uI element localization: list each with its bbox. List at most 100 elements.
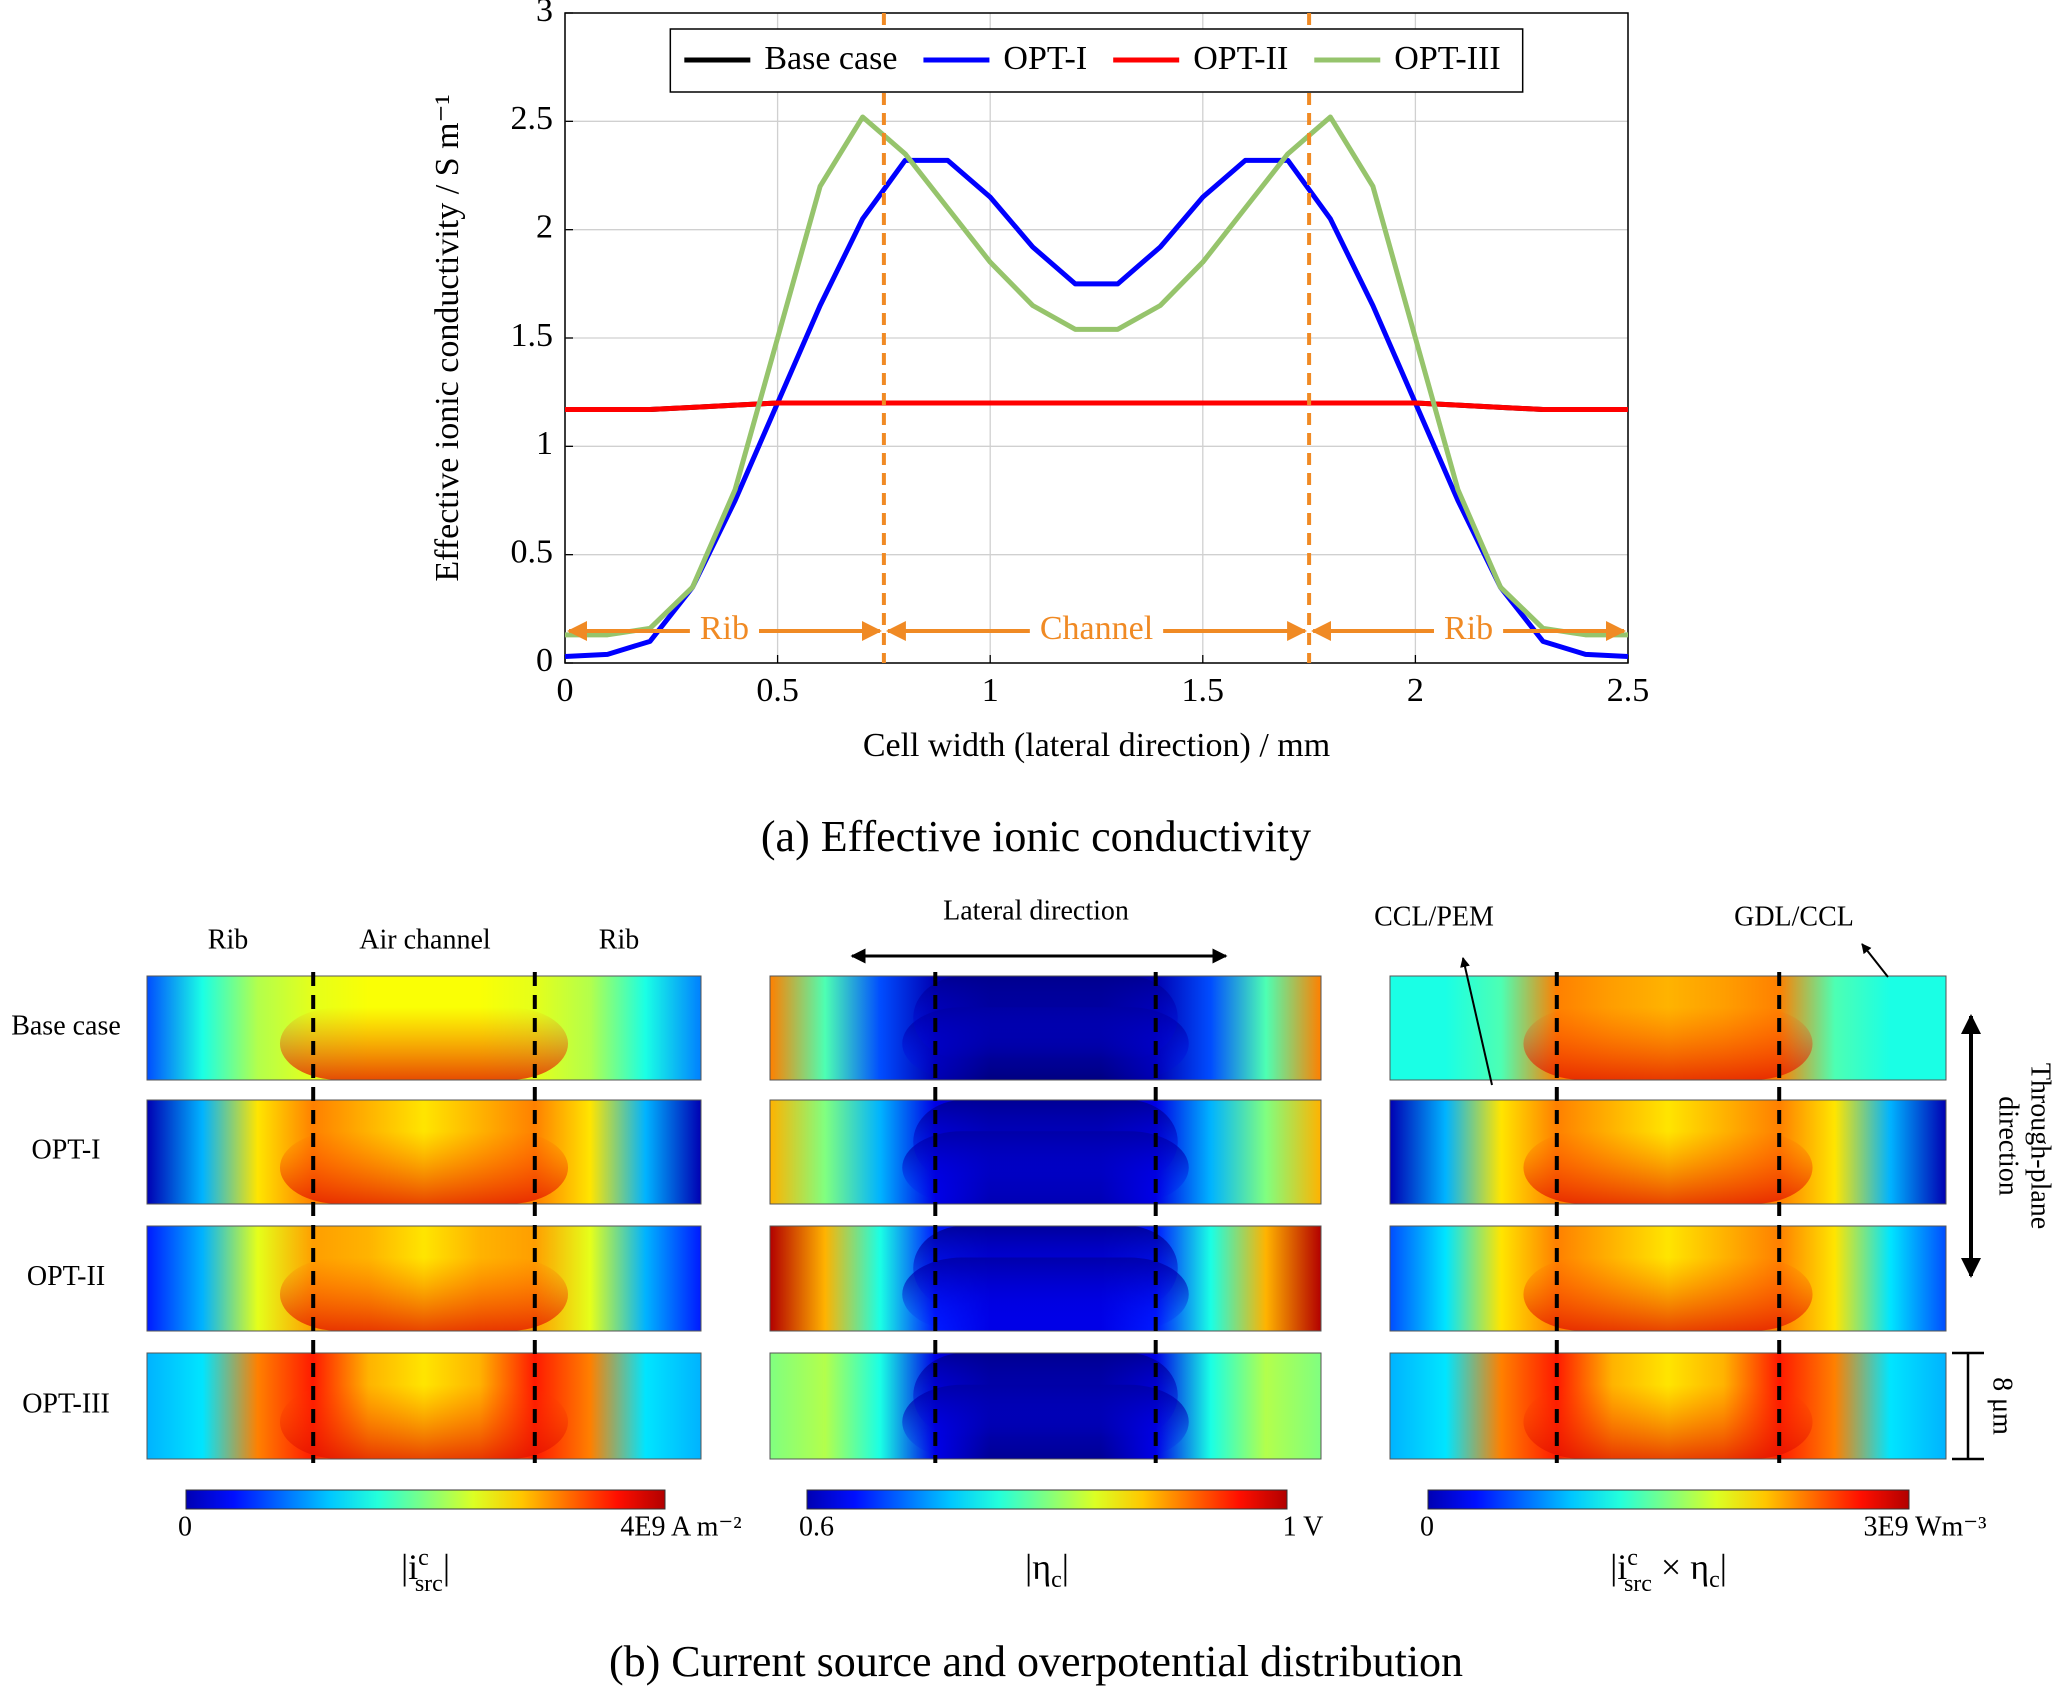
colorbar-min-label: 0.6	[799, 1511, 834, 1542]
heatmap-overlay	[1523, 1007, 1813, 1080]
heatmap-overlay	[279, 1257, 569, 1331]
colorbar	[1427, 1489, 1910, 1510]
chart-a: 0 0.5 1 1.5 2 2.5 3 0 0.5 1 1.5 2 2.5 Cell width (lat…	[429, 0, 1649, 861]
y-tick-label: 1	[536, 425, 553, 462]
heatmap-overlay	[279, 1007, 569, 1080]
y-tick-label: 1.5	[511, 317, 554, 354]
heatmap-overlay	[1523, 1384, 1813, 1459]
symbol-part: c	[418, 1545, 429, 1571]
region-label-bg	[1433, 611, 1504, 651]
pointer-arrow	[1861, 943, 1889, 978]
legend: Base case OPT-I OPT-II OPT-III	[669, 28, 1524, 93]
legend-label: OPT-II	[1193, 40, 1288, 77]
symbol-part: c	[1709, 1567, 1720, 1593]
symbol-part: src	[1624, 1571, 1652, 1597]
heatmap-frame	[1389, 1225, 1947, 1332]
heatmap-overlay	[913, 1100, 1178, 1184]
y-tick-label: 3	[536, 0, 553, 29]
heatmap-frame	[146, 1225, 702, 1332]
colorbar-max-label: 4E9 A m⁻²	[620, 1511, 741, 1542]
region-label: Rib	[1444, 610, 1493, 647]
x-tick-label: 1	[982, 672, 999, 709]
through-plane-label: direction	[1993, 1096, 2024, 1196]
heatmap-frame	[1389, 975, 1947, 1081]
through-plane-label: Through-plane	[2025, 1063, 2056, 1229]
colorbar-symbol: |ηc|	[1025, 1547, 1069, 1592]
heatmap-frame	[769, 1225, 1322, 1332]
legend-box	[669, 28, 1524, 93]
x-tick-label: 2	[1407, 672, 1424, 709]
y-axis-label: Effective ionic conductivity / S m⁻¹	[429, 94, 466, 581]
x-tick-label: 1.5	[1182, 672, 1225, 709]
colorbar-min-label: 0	[1420, 1511, 1434, 1542]
symbol-part: |	[1062, 1547, 1069, 1587]
row-label: OPT-III	[22, 1388, 110, 1419]
x-axis-label: Cell width (lateral direction) / mm	[863, 727, 1330, 764]
symbol-part: src	[415, 1571, 443, 1597]
symbol-part: |i	[401, 1547, 418, 1587]
symbol-part: |	[1720, 1547, 1727, 1587]
symbol-part: c	[1627, 1545, 1638, 1571]
y-tick-label: 0.5	[511, 533, 554, 570]
x-tick-label: 0	[557, 672, 574, 709]
region-label-bg	[1029, 611, 1164, 651]
heatmap-frame	[1389, 1352, 1947, 1460]
colorbar	[185, 1489, 666, 1510]
legend-label: Base case	[764, 40, 897, 77]
row-label: Base case	[11, 1010, 121, 1041]
heatmap-frame	[1389, 1099, 1947, 1205]
panel-b: Base case OPT-I OPT-II OPT-III Rib Air channe…	[11, 895, 2055, 1686]
colorbar-min-label: 0	[178, 1511, 192, 1542]
column-header: Rib	[208, 924, 248, 955]
plot-frame	[564, 12, 1629, 664]
symbol-part: |i	[1610, 1547, 1627, 1587]
thickness-bracket	[1952, 1351, 1984, 1461]
row-label: OPT-I	[32, 1134, 101, 1165]
interface-label: CCL/PEM	[1374, 901, 1494, 932]
caption: (b) Current source and overpotential dis…	[609, 1637, 1463, 1686]
row-label: OPT-II	[27, 1261, 105, 1292]
caption: (a) Effective ionic conductivity	[761, 812, 1311, 861]
heatmap-overlay	[279, 1384, 569, 1459]
region-label-bg	[689, 611, 760, 651]
region-label: Channel	[1040, 610, 1153, 647]
x-tick-label: 2.5	[1607, 672, 1650, 709]
heatmap-overlay	[913, 1353, 1178, 1438]
colorbar	[806, 1489, 1288, 1510]
symbol-part: c	[1051, 1567, 1062, 1593]
symbol-part: |η	[1025, 1547, 1051, 1587]
thickness-label: 8 μm	[1987, 1377, 2018, 1435]
colorbar-symbol: |ic src|	[401, 1545, 450, 1597]
heatmap-frame	[146, 1099, 702, 1205]
y-tick-label: 2.5	[511, 100, 554, 137]
heatmap-frame	[146, 1352, 702, 1460]
heatmap-frame	[769, 1099, 1322, 1205]
legend-label: OPT-I	[1003, 40, 1087, 77]
heatmap-overlay	[1523, 1257, 1813, 1331]
heatmap-overlay	[1523, 1131, 1813, 1204]
pointer-arrow	[1460, 957, 1493, 1086]
heatmap-frame	[146, 975, 702, 1081]
colorbar-symbol: |ic src × ηc|	[1610, 1545, 1727, 1597]
symbol-part: × η	[1652, 1547, 1709, 1587]
region-label: Rib	[700, 610, 749, 647]
heatmap-overlay	[279, 1131, 569, 1204]
legend-label: OPT-III	[1394, 40, 1500, 77]
x-tick-label: 0.5	[756, 672, 799, 709]
heatmap-frame	[769, 975, 1322, 1081]
series-line	[565, 400, 1628, 412]
y-tick-label: 2	[536, 208, 553, 245]
column-header: Rib	[599, 924, 639, 955]
lateral-label: Lateral direction	[943, 895, 1129, 926]
column-header: Air channel	[359, 924, 491, 955]
series-line	[565, 114, 1628, 638]
heatmap-overlay	[913, 976, 1178, 1060]
interface-label: GDL/CCL	[1734, 901, 1854, 932]
series-line	[564, 157, 1629, 659]
y-tick-label: 0	[536, 642, 553, 679]
colorbar-max-label: 1 V	[1283, 1511, 1324, 1542]
heatmap-frame	[769, 1352, 1322, 1460]
symbol-part: |	[443, 1547, 450, 1587]
heatmap-overlay	[913, 1226, 1178, 1310]
